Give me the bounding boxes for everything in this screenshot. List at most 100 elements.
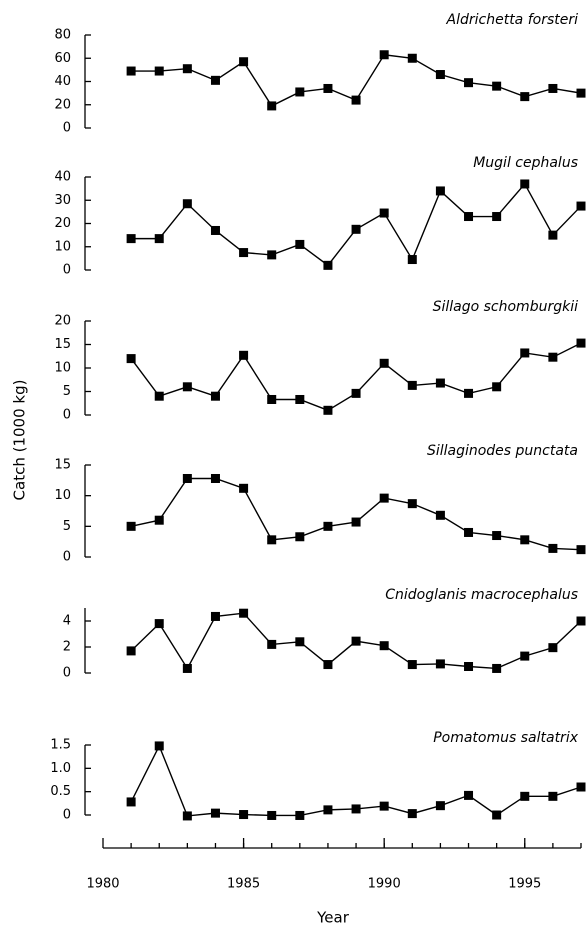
- y-tick-label: 10: [54, 239, 71, 254]
- marker: [435, 801, 445, 811]
- marker: [548, 643, 558, 653]
- marker: [407, 380, 417, 390]
- marker: [182, 199, 192, 209]
- y-tick-label: 0: [63, 263, 71, 278]
- panel-title: Cnidoglanis macrocephalus: [385, 587, 578, 603]
- y-tick-label: 20: [54, 97, 71, 112]
- y-tick-label: 20: [54, 216, 71, 231]
- marker: [239, 810, 249, 820]
- marker: [520, 791, 530, 801]
- marker: [295, 637, 305, 647]
- marker: [576, 88, 586, 98]
- marker: [576, 616, 586, 626]
- marker: [323, 260, 333, 270]
- marker: [267, 639, 277, 649]
- marker: [464, 388, 474, 398]
- marker: [379, 358, 389, 368]
- series-line: [130, 477, 582, 551]
- y-tick-label: 15: [54, 458, 71, 473]
- marker: [464, 78, 474, 88]
- marker: [548, 83, 558, 93]
- marker: [435, 186, 445, 196]
- marker: [295, 810, 305, 820]
- y-tick-label: 40: [54, 170, 71, 185]
- marker: [576, 545, 586, 555]
- marker: [576, 338, 586, 348]
- marker: [492, 531, 502, 541]
- marker: [267, 810, 277, 820]
- panel-title: Pomatomus saltatrix: [433, 730, 579, 746]
- marker: [323, 660, 333, 670]
- marker: [267, 101, 277, 111]
- marker: [492, 212, 502, 222]
- marker: [267, 535, 277, 545]
- y-tick-label: 80: [54, 28, 71, 43]
- marker: [492, 81, 502, 91]
- y-tick-label: 10: [54, 361, 71, 376]
- marker: [239, 350, 249, 360]
- marker: [548, 791, 558, 801]
- y-tick-label: 0: [63, 550, 71, 565]
- marker: [351, 95, 361, 105]
- marker: [126, 66, 136, 76]
- marker: [435, 659, 445, 669]
- marker: [154, 66, 164, 76]
- marker: [323, 805, 333, 815]
- marker: [154, 515, 164, 525]
- marker: [379, 208, 389, 218]
- x-tick-label: 1980: [86, 877, 119, 892]
- series-line: [131, 182, 582, 267]
- marker: [379, 493, 389, 503]
- y-tick-label: 60: [54, 51, 71, 66]
- marker: [351, 804, 361, 814]
- marker: [520, 651, 530, 661]
- marker: [520, 179, 530, 189]
- marker: [210, 391, 220, 401]
- x-axis-label: Year: [316, 909, 350, 927]
- marker: [520, 348, 530, 358]
- marker: [182, 473, 192, 483]
- marker: [267, 394, 277, 404]
- marker: [239, 483, 249, 493]
- marker: [126, 521, 136, 531]
- series-line: [130, 342, 582, 412]
- marker: [210, 225, 220, 235]
- marker: [407, 255, 417, 265]
- marker: [435, 70, 445, 80]
- y-tick-label: 0: [63, 666, 71, 681]
- panel-title: Sillaginodes punctata: [427, 443, 578, 459]
- marker: [154, 234, 164, 244]
- marker: [407, 499, 417, 509]
- y-tick-label: 10: [54, 488, 71, 503]
- marker: [154, 391, 164, 401]
- marker: [182, 64, 192, 74]
- marker: [351, 636, 361, 646]
- marker: [210, 611, 220, 621]
- marker: [464, 212, 474, 222]
- y-axis-label: Catch (1000 kg): [11, 380, 29, 501]
- y-tick-label: 30: [54, 193, 71, 208]
- x-tick-label: 1990: [368, 877, 401, 892]
- panel-title: Mugil cephalus: [473, 155, 578, 171]
- y-tick-label: 15: [54, 337, 71, 352]
- marker: [492, 810, 502, 820]
- marker: [464, 790, 474, 800]
- marker: [267, 250, 277, 260]
- y-tick-label: 5: [63, 384, 71, 399]
- marker: [407, 660, 417, 670]
- marker: [323, 405, 333, 415]
- marker: [323, 521, 333, 531]
- marker: [407, 809, 417, 819]
- marker: [210, 808, 220, 818]
- marker: [126, 797, 136, 807]
- panel-title: Aldrichetta forsteri: [446, 12, 579, 28]
- marker: [210, 473, 220, 483]
- marker: [520, 535, 530, 545]
- marker: [182, 663, 192, 673]
- y-tick-label: 1.5: [50, 738, 71, 753]
- y-tick-label: 0: [63, 121, 71, 136]
- marker: [407, 53, 417, 63]
- marker: [379, 801, 389, 811]
- marker: [239, 248, 249, 258]
